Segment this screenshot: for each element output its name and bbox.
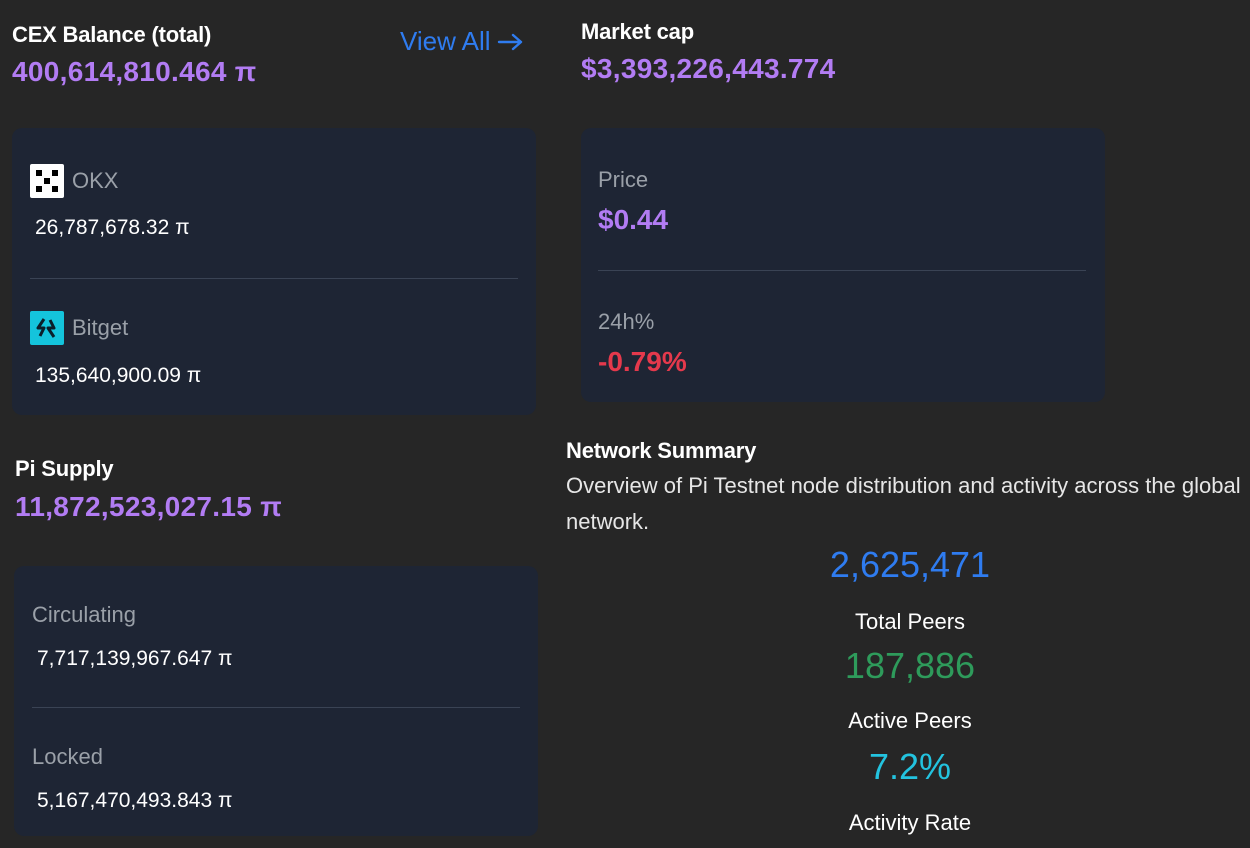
view-all-label: View All (400, 26, 491, 56)
exchange-balance: 135,640,900.09 π (35, 364, 202, 387)
arrow-right-icon (497, 33, 522, 50)
locked-value: 5,167,470,493.843 π (37, 789, 233, 812)
change-24h-label: 24h% (598, 309, 655, 334)
circulating-label: Circulating (32, 602, 136, 627)
market-cap-value: $3,393,226,443.774 (581, 53, 836, 84)
divider (32, 707, 520, 708)
okx-logo-icon (30, 164, 64, 198)
price-label: Price (598, 167, 649, 192)
network-summary-description: Overview of Pi Testnet node distribution… (566, 473, 1241, 534)
divider (598, 270, 1086, 271)
divider (30, 278, 518, 279)
exchange-name: OKX (72, 168, 119, 193)
cex-exchanges-card: OKX 26,787,678.32 π Bitget 135,640,900.0… (12, 128, 536, 415)
exchange-balance: 26,787,678.32 π (35, 216, 190, 239)
exchange-name: Bitget (72, 315, 129, 340)
pi-supply-total: 11,872,523,027.15 π (15, 491, 282, 522)
circulating-value: 7,717,139,967.647 π (37, 647, 233, 670)
pi-supply-card: Circulating 7,717,139,967.647 π Locked 5… (14, 566, 538, 836)
exchange-item-bitget[interactable]: Bitget (30, 311, 128, 345)
total-peers-value: 2,625,471 (829, 544, 991, 585)
market-cap-title: Market cap (581, 19, 694, 44)
market-price-card: Price $0.44 24h% -0.79% (581, 128, 1105, 402)
active-peers-label: Active Peers (848, 708, 972, 733)
cex-balance-title: CEX Balance (total) (12, 22, 212, 47)
locked-label: Locked (32, 744, 103, 769)
view-all-link[interactable]: View All (400, 26, 525, 57)
active-peers-value: 187,886 (844, 645, 976, 686)
change-24h-value: -0.79% (598, 346, 687, 377)
total-peers-label: Total Peers (854, 609, 966, 634)
activity-rate-label: Activity Rate (848, 810, 972, 835)
bitget-logo-icon (30, 311, 64, 345)
activity-rate-value: 7.2% (868, 746, 952, 787)
price-value: $0.44 (598, 204, 669, 235)
cex-balance-total: 400,614,810.464 π (12, 56, 257, 87)
exchange-item-okx[interactable]: OKX (30, 164, 118, 198)
pi-supply-title: Pi Supply (15, 456, 114, 481)
network-summary-title: Network Summary (566, 438, 757, 463)
